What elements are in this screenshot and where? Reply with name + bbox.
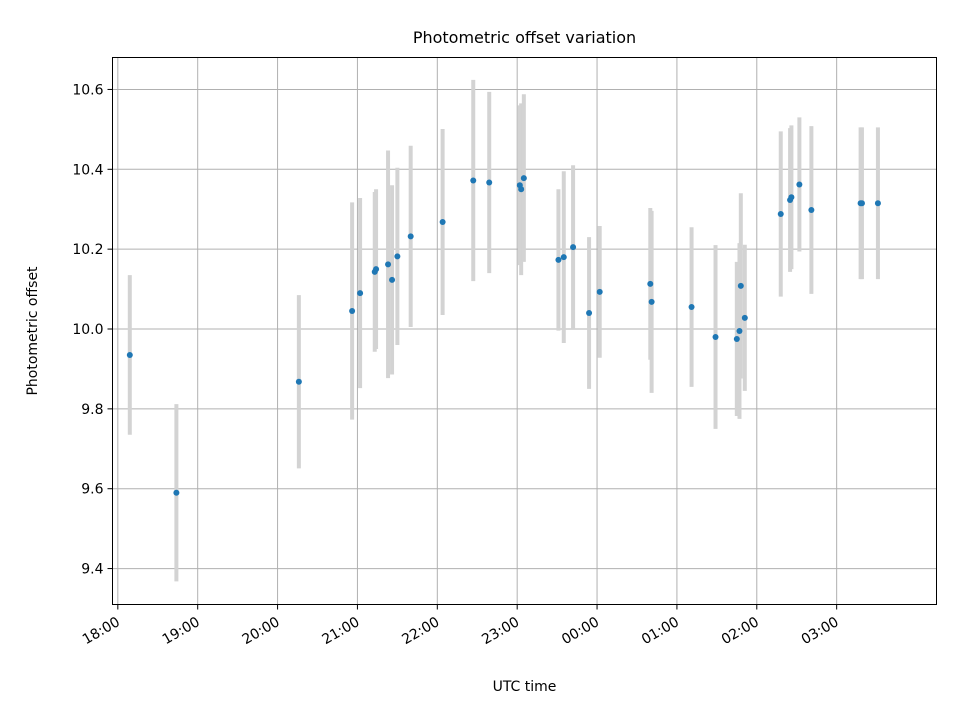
y-tick-label: 9.8 [81, 402, 103, 418]
grid-lines [112, 57, 937, 605]
data-point [407, 233, 414, 240]
data-point [777, 211, 784, 218]
y-tick-label: 10.6 [72, 82, 103, 98]
data-point [486, 179, 493, 186]
y-tick-label: 10.4 [72, 162, 103, 178]
y-tick-label: 9.4 [81, 562, 103, 578]
data-point [647, 280, 654, 287]
data-point [173, 489, 180, 496]
y-axis-ticks: 9.4 9.6 9.8 10.0 10.2 10.4 10.6 [72, 82, 113, 578]
data-points [126, 175, 881, 496]
data-point [688, 304, 695, 311]
data-point [596, 288, 603, 295]
data-point [373, 266, 380, 273]
chart-title: Photometric offset variation [413, 28, 636, 47]
data-point [518, 186, 525, 193]
data-point [126, 351, 133, 358]
x-axis-label: UTC time [493, 679, 557, 695]
y-tick-label: 9.6 [81, 482, 103, 498]
data-point [733, 335, 740, 342]
data-point [874, 200, 881, 207]
plot-frame [112, 57, 937, 605]
data-point [858, 200, 865, 207]
data-point [349, 308, 356, 315]
data-point [796, 181, 803, 188]
y-tick-label: 10.0 [72, 322, 103, 338]
data-point [357, 290, 364, 297]
data-point [586, 310, 593, 317]
data-point [808, 207, 815, 214]
data-point [741, 314, 748, 321]
y-tick-label: 10.2 [72, 242, 103, 258]
data-point [394, 253, 401, 260]
data-point [560, 254, 567, 261]
y-axis-label: Photometric offset [25, 266, 41, 396]
data-point [648, 298, 655, 305]
data-point [439, 218, 446, 225]
data-point [295, 378, 302, 385]
data-point [570, 244, 577, 251]
data-point [385, 261, 392, 268]
data-point [389, 276, 396, 283]
data-point [788, 194, 795, 201]
data-point [520, 175, 527, 182]
data-point [470, 177, 477, 184]
data-point [712, 333, 719, 340]
data-point [737, 282, 744, 289]
data-point [555, 256, 562, 263]
data-point [736, 328, 743, 334]
